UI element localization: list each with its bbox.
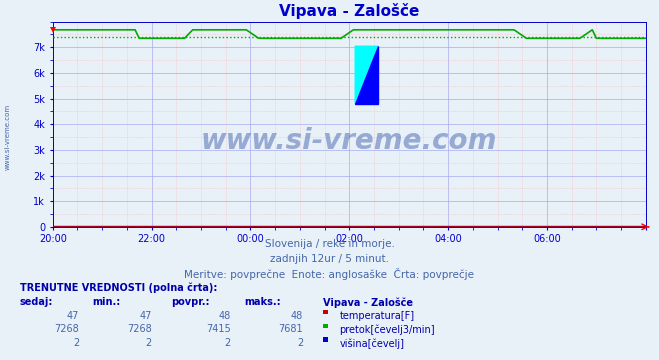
Text: pretok[čevelj3/min]: pretok[čevelj3/min]	[339, 324, 435, 335]
Text: 7415: 7415	[206, 324, 231, 334]
Text: www.si-vreme.com: www.si-vreme.com	[5, 104, 11, 170]
Polygon shape	[355, 46, 378, 104]
Text: zadnjih 12ur / 5 minut.: zadnjih 12ur / 5 minut.	[270, 254, 389, 264]
Text: višina[čevelj]: višina[čevelj]	[339, 338, 405, 348]
Text: Meritve: povprečne  Enote: anglosaške  Črta: povprečje: Meritve: povprečne Enote: anglosaške Črt…	[185, 268, 474, 280]
Text: sedaj:: sedaj:	[20, 297, 53, 307]
Text: 2: 2	[146, 338, 152, 348]
Text: 7268: 7268	[127, 324, 152, 334]
Text: min.:: min.:	[92, 297, 121, 307]
Text: 7681: 7681	[279, 324, 303, 334]
Polygon shape	[355, 46, 378, 104]
Text: 48: 48	[291, 311, 303, 321]
Text: 2: 2	[73, 338, 79, 348]
Bar	[355, 46, 378, 104]
Title: Vipava - Zalošče: Vipava - Zalošče	[279, 3, 420, 19]
Text: temperatura[F]: temperatura[F]	[339, 311, 415, 321]
Text: maks.:: maks.:	[244, 297, 281, 307]
Text: 7268: 7268	[54, 324, 79, 334]
Text: Slovenija / reke in morje.: Slovenija / reke in morje.	[264, 239, 395, 249]
Text: Vipava - Zalošče: Vipava - Zalošče	[323, 297, 413, 307]
Text: 2: 2	[225, 338, 231, 348]
Text: povpr.:: povpr.:	[171, 297, 210, 307]
Text: 47: 47	[139, 311, 152, 321]
Text: 2: 2	[297, 338, 303, 348]
Text: 48: 48	[218, 311, 231, 321]
Text: 47: 47	[67, 311, 79, 321]
Text: www.si-vreme.com: www.si-vreme.com	[201, 127, 498, 154]
Text: TRENUTNE VREDNOSTI (polna črta):: TRENUTNE VREDNOSTI (polna črta):	[20, 283, 217, 293]
